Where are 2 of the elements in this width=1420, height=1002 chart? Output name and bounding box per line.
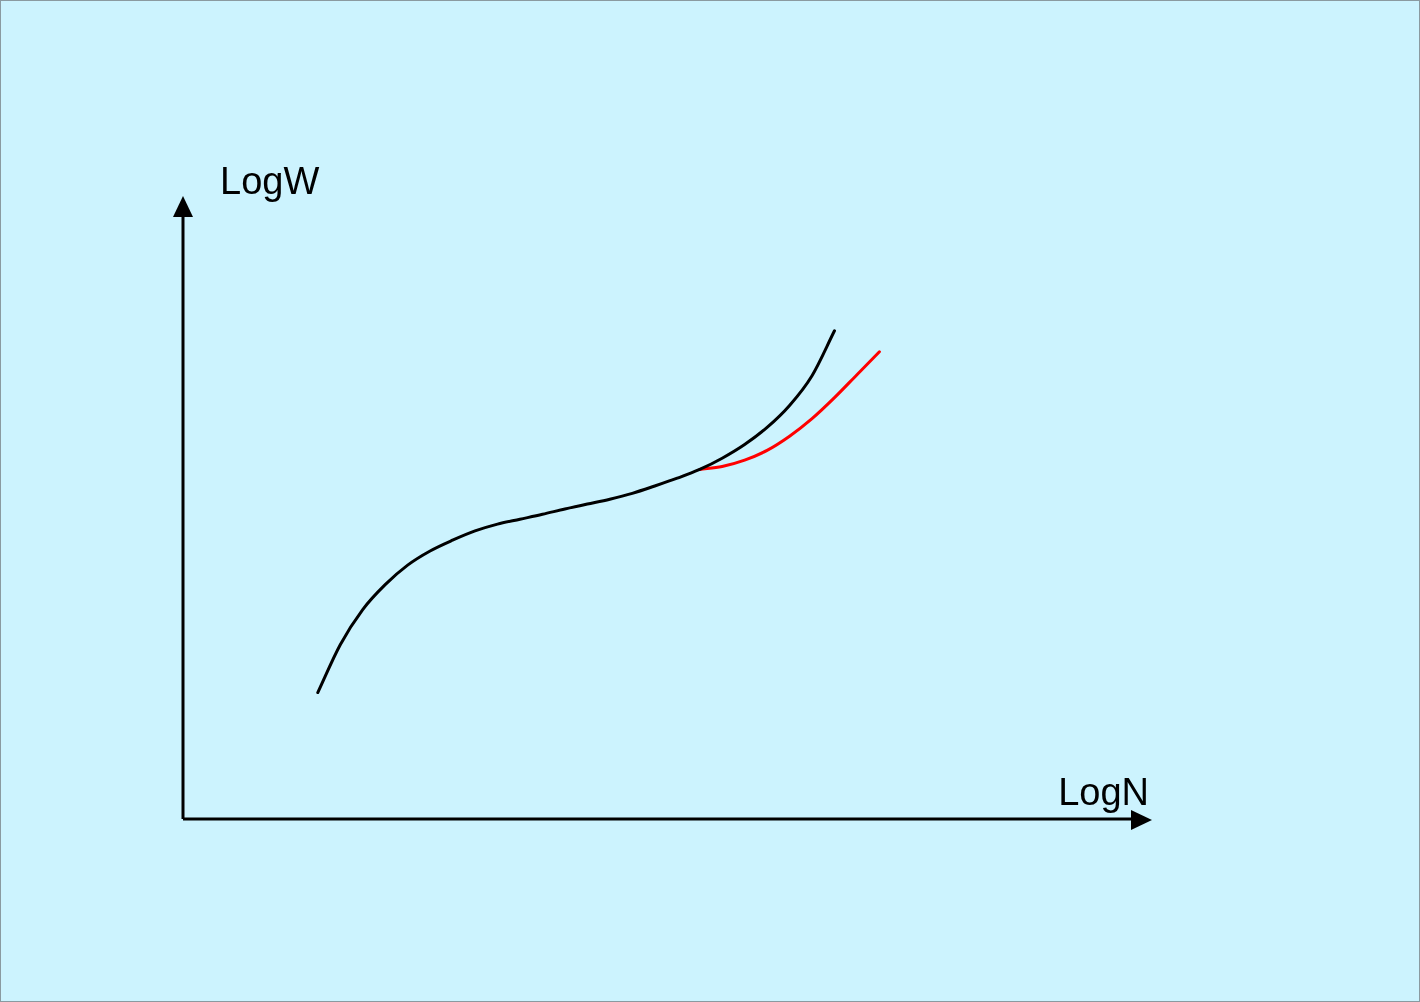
x-axis-title: LogN xyxy=(1058,771,1149,813)
y-axis-title: LogW xyxy=(220,160,320,202)
